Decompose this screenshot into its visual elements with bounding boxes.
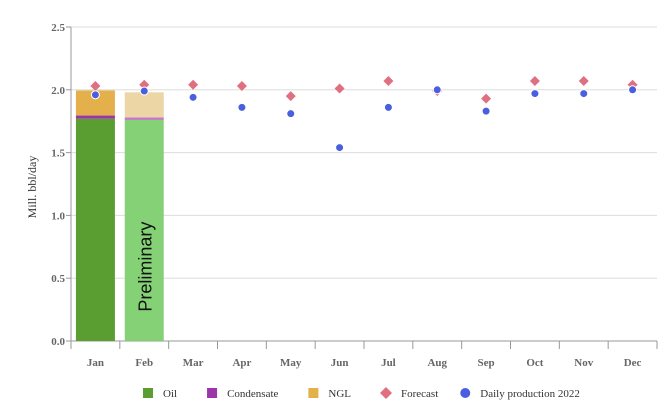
x-tick-label: Dec <box>624 357 642 369</box>
bar-condensate <box>75 115 115 119</box>
bar-oil <box>75 118 115 341</box>
legend-swatch-oil <box>143 388 153 398</box>
x-tick-label: Nov <box>574 357 593 369</box>
daily-production-point <box>90 90 100 100</box>
daily-production-point <box>432 85 442 95</box>
daily-production-point <box>286 109 296 119</box>
daily-production-point <box>628 85 638 95</box>
daily-production-point <box>481 106 491 116</box>
forecast-point <box>578 76 589 87</box>
daily-production-point <box>383 102 393 112</box>
daily-production-point <box>579 89 589 99</box>
forecast-point <box>481 93 492 104</box>
x-tick-label: Apr <box>232 357 251 369</box>
bar-condensate <box>124 117 164 120</box>
forecast-point <box>285 91 296 102</box>
x-tick-label: May <box>280 357 302 369</box>
x-tick-label: Feb <box>135 357 153 369</box>
y-tick-label: 0.5 <box>51 273 65 285</box>
forecast-point <box>188 79 199 90</box>
legend-swatch-condensate <box>207 388 218 398</box>
legend-label: Condensate <box>227 388 278 400</box>
bar-oil <box>124 119 164 341</box>
y-axis-label: Mill. bbl/day <box>25 156 39 219</box>
legend-forecast-icon <box>380 387 392 399</box>
y-tick-label: 1.5 <box>51 148 65 160</box>
legend-label: Oil <box>163 388 177 400</box>
legend-daily-production-icon <box>460 388 471 398</box>
daily-production-point <box>335 143 345 153</box>
forecast-point <box>90 81 101 92</box>
x-tick-label: Jul <box>381 357 396 369</box>
legend-label: NGL <box>328 388 351 400</box>
y-tick-label: 1.0 <box>51 210 65 222</box>
x-tick-label: Aug <box>427 357 447 369</box>
forecast-point <box>383 76 394 87</box>
forecast-point <box>139 79 150 90</box>
daily-production-point <box>188 92 198 102</box>
x-tick-label: Jan <box>87 357 104 369</box>
y-tick-label: 0.0 <box>51 336 65 348</box>
preliminary-annotation: Preliminary <box>135 222 155 312</box>
x-tick-label: Jun <box>331 357 349 369</box>
legend-label: Daily production 2022 <box>480 388 580 400</box>
daily-production-point <box>139 86 149 96</box>
forecast-point <box>334 83 345 94</box>
y-tick-label: 2.0 <box>51 85 65 97</box>
daily-production-point <box>530 89 540 99</box>
forecast-point <box>529 76 540 87</box>
x-tick-label: Mar <box>183 357 204 369</box>
x-tick-label: Sep <box>478 357 495 369</box>
legend-label: Forecast <box>401 388 438 400</box>
forecast-point <box>236 81 247 92</box>
daily-production-point <box>237 102 247 112</box>
y-tick-label: 2.5 <box>51 22 65 34</box>
bar-ngl <box>124 92 164 118</box>
x-tick-label: Oct <box>526 357 543 369</box>
legend-swatch-ngl <box>308 388 319 398</box>
